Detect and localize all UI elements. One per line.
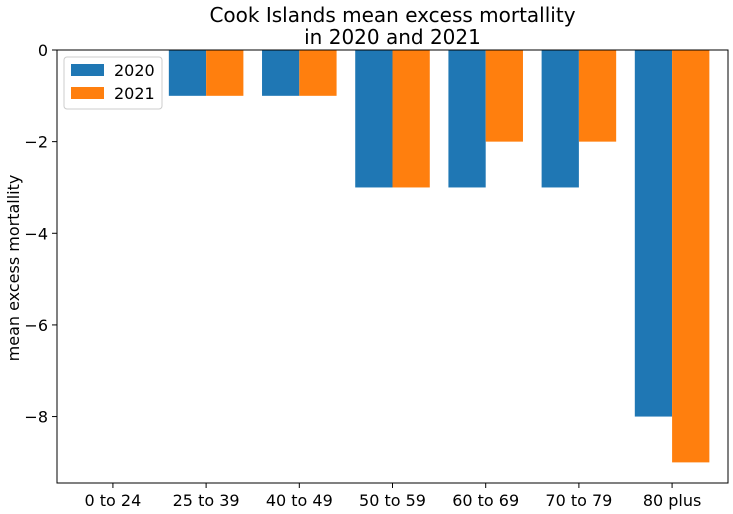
y-tick-label: 0	[38, 41, 48, 60]
chart-title-line: Cook Islands mean excess mortallity	[209, 3, 575, 27]
y-axis: 0 −2 −4 −6 −8	[24, 41, 57, 427]
bar-2020-3	[355, 50, 393, 188]
y-tick-label: −4	[24, 224, 48, 243]
bar-2021-3	[392, 50, 430, 188]
bar-2021-5	[578, 50, 617, 142]
plot-area	[56, 49, 729, 484]
bar-2021-4	[485, 50, 523, 142]
bar-2021-6	[672, 50, 710, 463]
bar-2020-4	[448, 50, 486, 188]
x-tick-label: 25 to 39	[173, 491, 240, 510]
x-tick-label: 0 to 24	[85, 491, 142, 510]
legend-label-2021: 2021	[114, 84, 155, 103]
bar-2020-5	[541, 50, 579, 188]
y-tick-label: −6	[24, 316, 48, 335]
x-tick-label: 50 to 59	[359, 491, 426, 510]
x-tick-label: 40 to 49	[266, 491, 333, 510]
legend-swatch-2020	[71, 64, 104, 76]
y-tick-label: −2	[24, 133, 48, 152]
x-axis: 0 to 24 25 to 39 40 to 49 50 to 59 60 to 69 7…	[85, 483, 702, 510]
chart-title-line: in 2020 and 2021	[304, 25, 481, 49]
y-tick-label: −8	[24, 408, 48, 427]
x-tick-label: 80 plus	[643, 491, 702, 510]
y-axis-label: mean excess mortallity	[4, 175, 23, 362]
bar-2021-2	[299, 50, 337, 96]
bar-2020-6	[634, 50, 673, 417]
x-tick-label: 70 to 79	[545, 491, 612, 510]
bar-2020-1	[168, 50, 207, 96]
legend: 2020 2021	[63, 56, 163, 110]
legend-label-2020: 2020	[114, 61, 155, 80]
x-tick-label: 60 to 69	[452, 491, 519, 510]
bar-2021-1	[206, 50, 244, 96]
bar-2020-2	[262, 50, 300, 96]
legend-swatch-2021	[71, 87, 104, 99]
